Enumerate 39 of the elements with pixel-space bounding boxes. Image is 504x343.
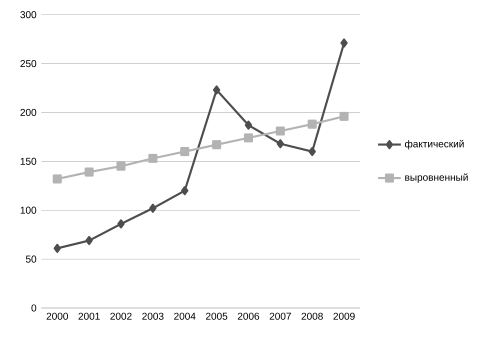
point — [308, 120, 317, 129]
point — [181, 186, 188, 196]
point — [212, 140, 222, 150]
y-tick-label: 200 — [20, 109, 36, 116]
x-tick-label: 2003 — [142, 312, 164, 320]
point — [52, 174, 62, 184]
point — [116, 162, 126, 171]
x-tick-label: 2002 — [110, 312, 132, 320]
point — [244, 133, 254, 143]
point — [308, 147, 316, 156]
y-tick-label: 0 — [31, 304, 36, 312]
y-tick-label: 150 — [20, 158, 36, 166]
point — [244, 120, 252, 130]
point — [212, 86, 220, 95]
x-tick-label: 2008 — [302, 312, 323, 320]
x-tick-label: 2000 — [46, 312, 68, 320]
point — [54, 244, 61, 254]
point — [149, 204, 157, 213]
point — [276, 139, 284, 148]
point — [276, 126, 285, 136]
legend-label: фактический — [404, 140, 464, 150]
point — [85, 236, 93, 246]
y-tick-label: 250 — [20, 60, 36, 68]
point — [340, 38, 348, 48]
x-tick-label: 2009 — [333, 312, 355, 320]
x-tick-label: 2005 — [206, 312, 228, 320]
x-tick-label: 2006 — [238, 312, 260, 320]
point — [340, 112, 349, 122]
y-tick-label: 50 — [26, 256, 36, 263]
x-tick-label: 2001 — [78, 312, 100, 320]
point — [117, 220, 125, 229]
y-tick-label: 100 — [20, 206, 36, 214]
legend-label: выровненный — [405, 174, 468, 183]
x-tick-label: 2007 — [270, 312, 291, 320]
point — [148, 154, 158, 164]
point — [180, 147, 190, 156]
y-tick-label: 300 — [20, 11, 36, 18]
x-tick-label: 2004 — [174, 312, 196, 320]
point — [84, 168, 94, 177]
